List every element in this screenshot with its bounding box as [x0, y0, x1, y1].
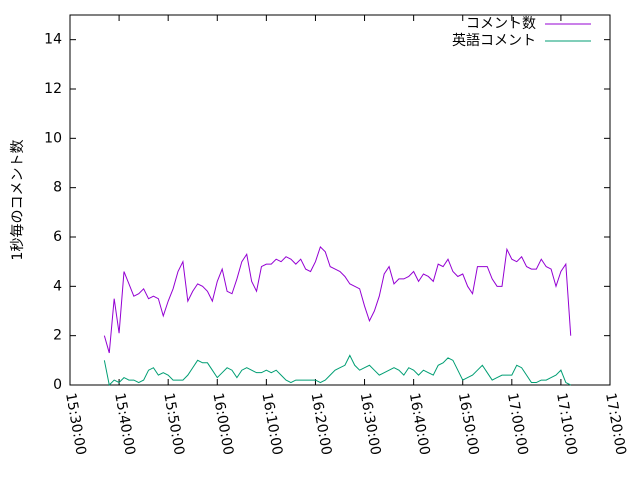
y-tick-label: 10 [44, 130, 62, 146]
y-tick-label: 2 [53, 328, 62, 344]
y-tick-label: 0 [53, 377, 62, 393]
x-tick-label: 16:50:00 [455, 392, 482, 457]
x-tick-label: 16:40:00 [406, 392, 433, 457]
x-tick-label: 16:00:00 [209, 392, 236, 457]
x-tick-label: 17:00:00 [504, 392, 531, 457]
legend-label: 英語コメント [452, 32, 536, 49]
y-tick-label: 8 [53, 180, 62, 196]
series-line [103, 245, 572, 354]
plot-border [69, 14, 611, 386]
x-tick-label: 15:50:00 [160, 392, 187, 457]
y-tick-label: 6 [53, 229, 62, 245]
x-tick-label: 15:30:00 [62, 392, 89, 457]
y-tick-label: 14 [44, 32, 62, 48]
x-tick-label: 16:30:00 [357, 392, 384, 457]
y-axis-label: 1秒毎のコメント数 [10, 140, 26, 261]
x-tick-label: 16:20:00 [308, 392, 335, 457]
y-tick-label: 12 [44, 81, 62, 97]
x-tick-label: 16:10:00 [258, 392, 285, 457]
series-line [103, 354, 571, 387]
legend-label: コメント数 [466, 16, 536, 32]
y-tick-label: 4 [53, 278, 62, 294]
x-tick-label: 17:20:00 [602, 392, 629, 457]
x-tick-label: 15:40:00 [111, 392, 138, 457]
x-tick-label: 17:10:00 [553, 392, 580, 457]
